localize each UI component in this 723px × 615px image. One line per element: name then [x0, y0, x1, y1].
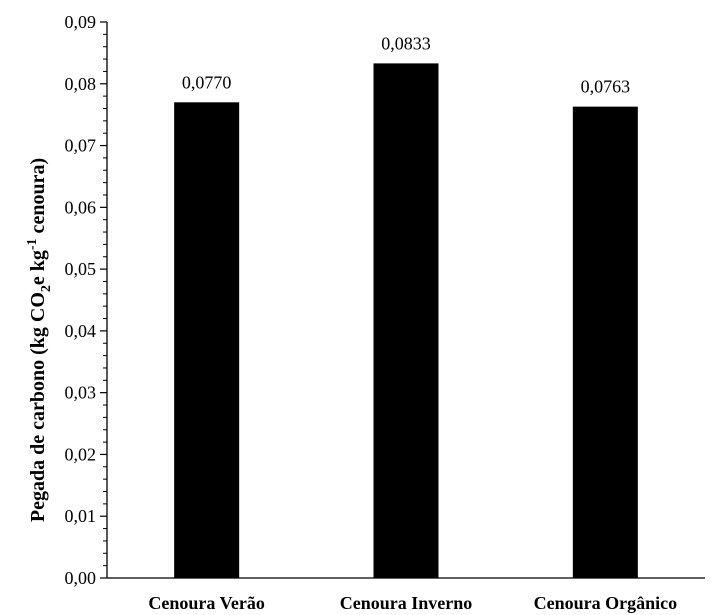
bar	[174, 102, 240, 579]
category-labels: Cenoura Verão Cenoura Inverno Cenoura Orgâ…	[148, 593, 677, 613]
y-tick-label: 0,00	[65, 568, 97, 588]
y-tick-label: 0,03	[65, 383, 97, 403]
y-tick-label: 0,07	[65, 136, 97, 156]
y-axis-label: Pegada de carbono (kg CO2e kg-1 cenoura)	[25, 158, 54, 522]
category-label: Cenoura Inverno	[340, 593, 473, 613]
y-tick-label: 0,09	[65, 12, 97, 32]
category-label: Cenoura Verão	[148, 593, 265, 613]
y-tick-label: 0,06	[65, 197, 97, 217]
y-axis: 0,00 0,01 0,02 0,03 0,04 0,05 0,06 0,07 0,08 0,09	[65, 12, 108, 588]
data-label: 0,0833	[381, 33, 431, 53]
y-tick-label: 0,04	[65, 321, 97, 341]
bars	[174, 63, 638, 579]
data-label: 0,0763	[581, 77, 631, 97]
y-tick-label: 0,08	[65, 74, 97, 94]
data-labels: 0,0770 0,0833 0,0763	[182, 33, 630, 96]
y-tick-label: 0,05	[65, 259, 97, 279]
data-label: 0,0770	[182, 72, 232, 92]
bar	[572, 106, 638, 578]
y-tick-label: 0,01	[65, 506, 97, 526]
category-label: Cenoura Orgânico	[534, 593, 678, 613]
y-tick-label: 0,02	[65, 444, 97, 464]
bar	[373, 63, 439, 578]
